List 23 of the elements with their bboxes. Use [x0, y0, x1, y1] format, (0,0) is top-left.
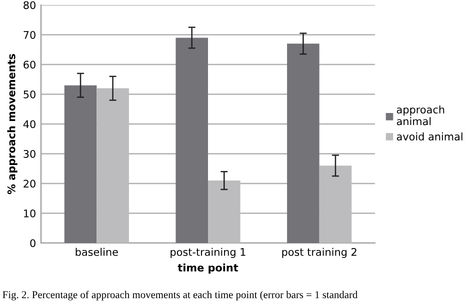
y-tick-label: 30 [24, 150, 36, 158]
bar [176, 38, 208, 243]
x-tick-label: post training 2 [282, 248, 356, 258]
y-tick-label: 40 [23, 120, 36, 128]
y-tick-label: 80 [24, 1, 36, 10]
y-tick-label: 60 [24, 60, 36, 69]
y-tick-label: 0 [30, 239, 36, 248]
x-axis-title: time point [178, 264, 238, 274]
bar [319, 166, 352, 243]
bar [96, 88, 129, 243]
y-tick-label: 10 [24, 209, 36, 218]
y-tick-label: 50 [24, 90, 36, 98]
bar [64, 85, 97, 243]
y-tick-label: 20 [24, 180, 36, 188]
legend-label: approach animal [396, 105, 444, 126]
caption: Fig. 2. Percentage of approach movements at each time point (error bars = 1 standard [2, 290, 358, 300]
x-tick-label: baseline [76, 248, 118, 256]
bar [287, 44, 320, 243]
bar [208, 180, 240, 243]
y-tick-label: 70 [24, 30, 36, 39]
legend-label: avoid animal [396, 132, 462, 140]
y-axis-title: % approach movements [7, 54, 18, 194]
x-tick-label: post-training 1 [170, 248, 246, 258]
